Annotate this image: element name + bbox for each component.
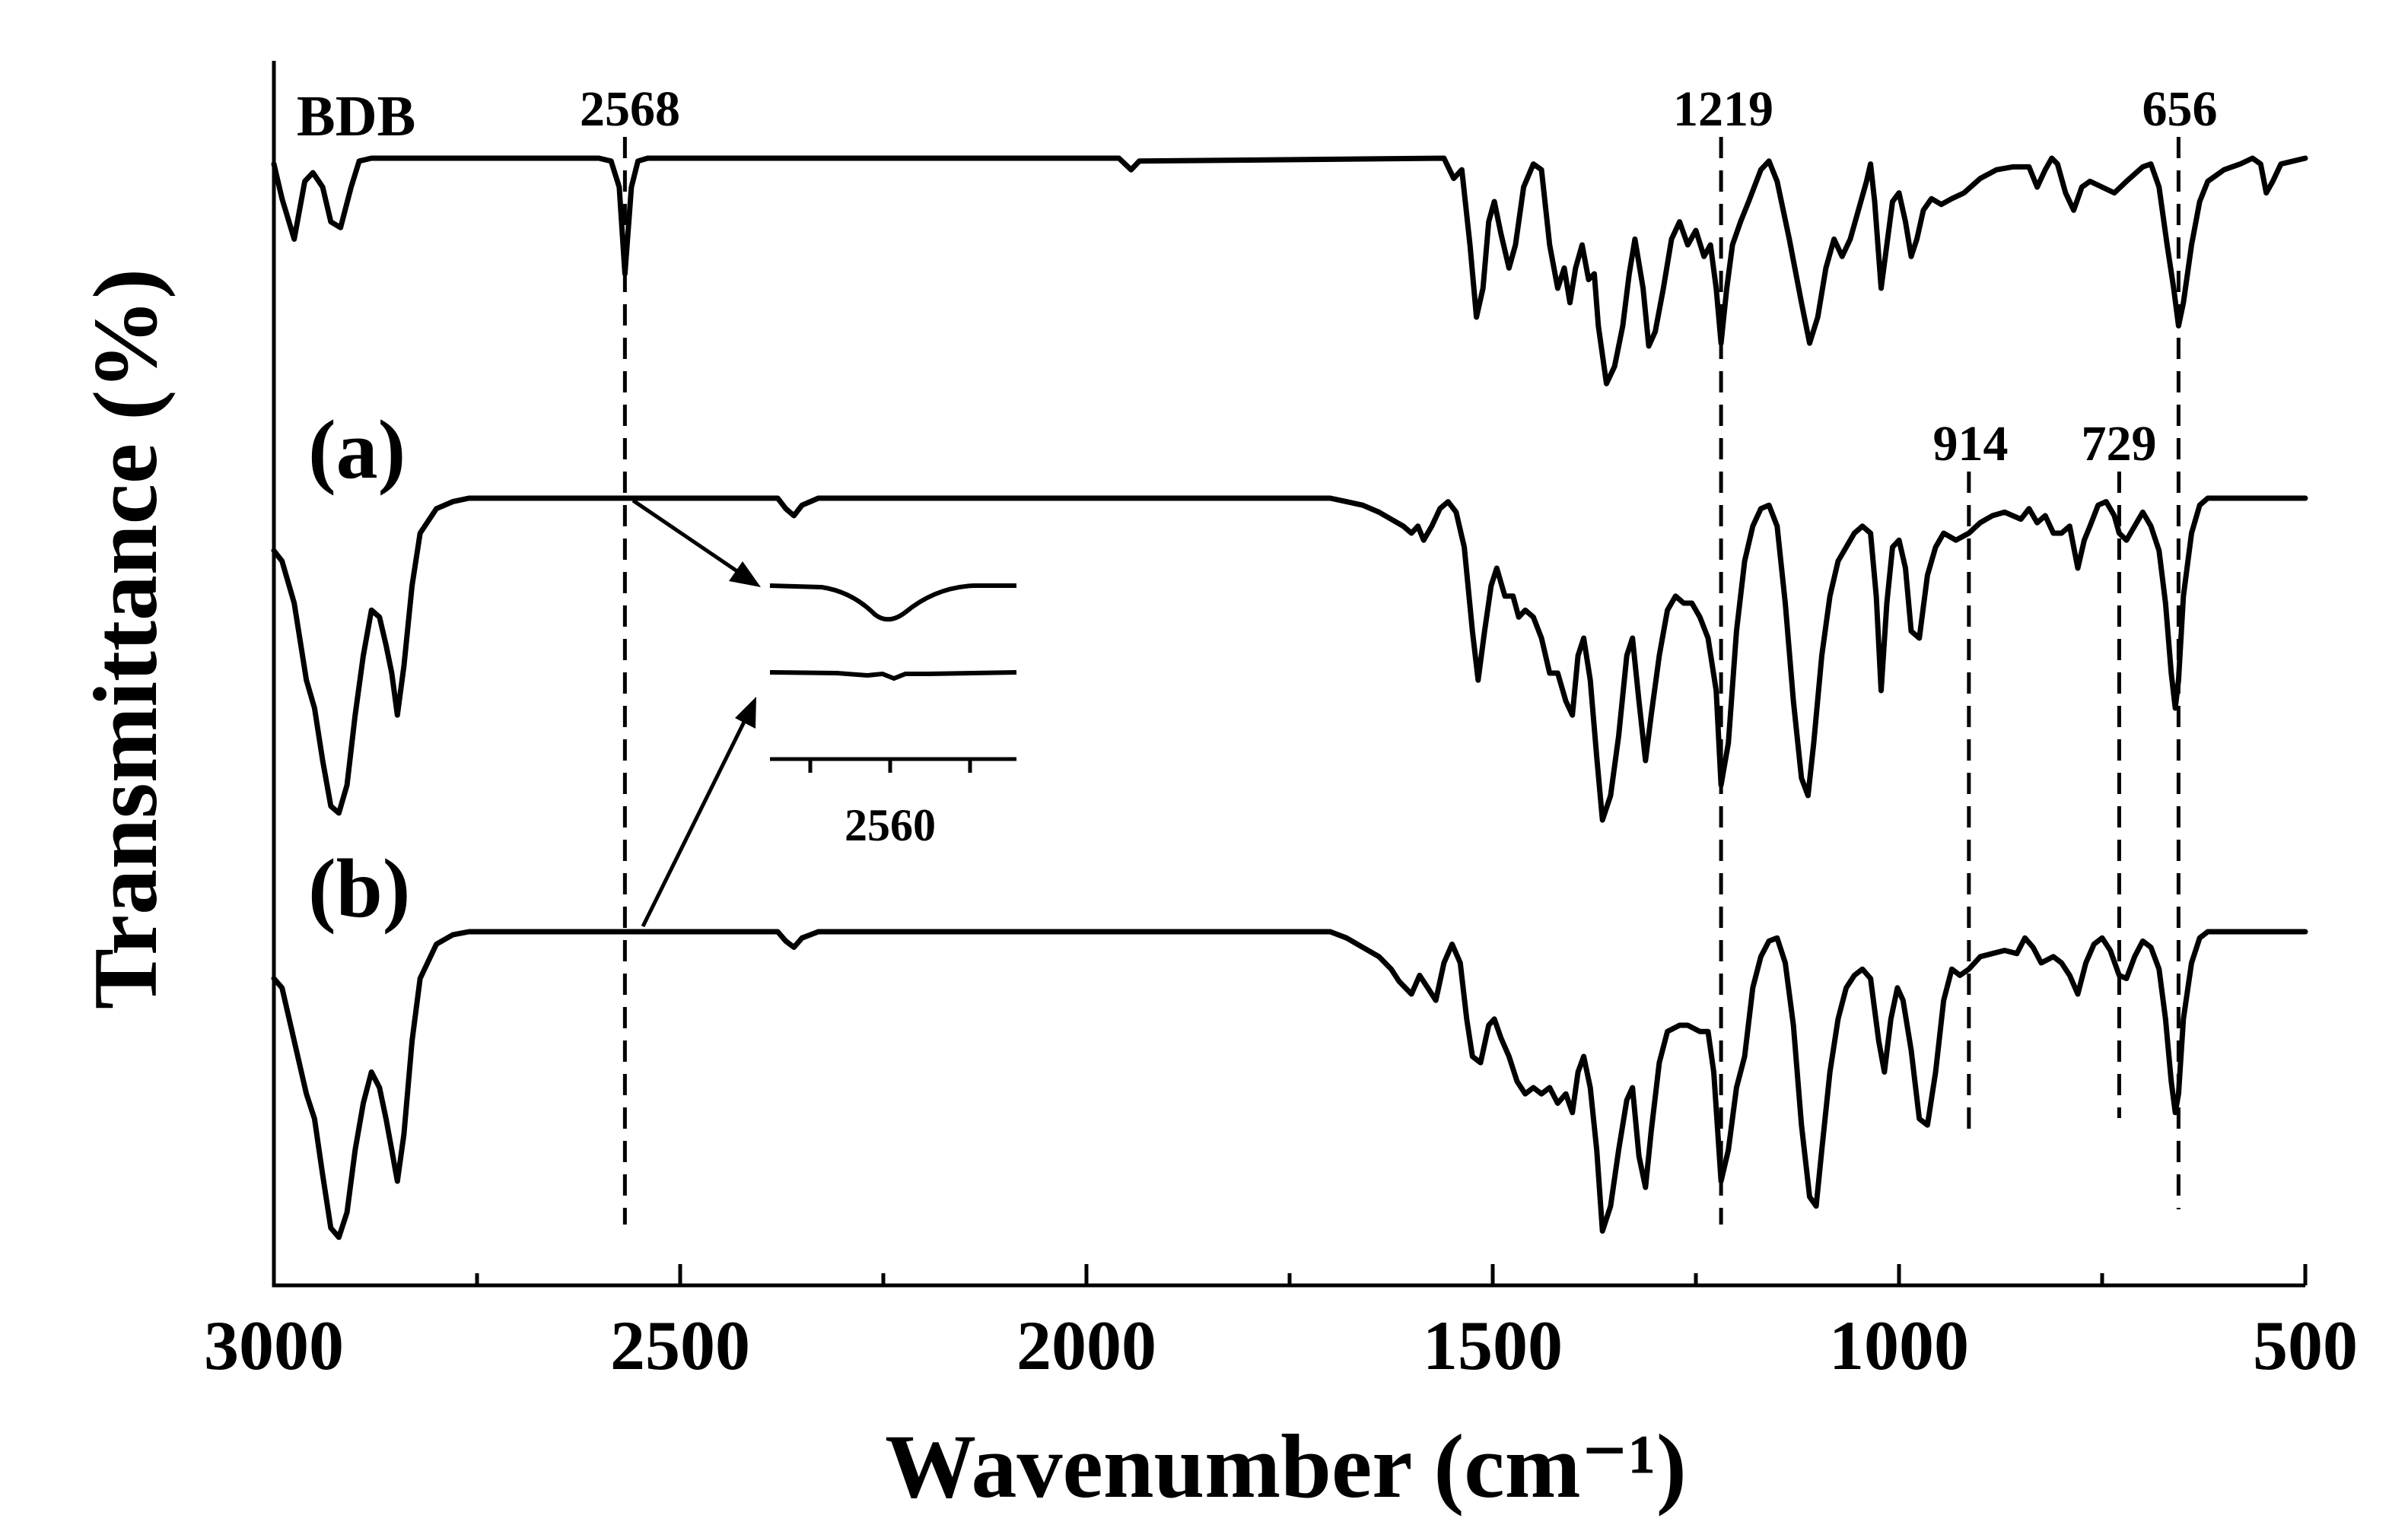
inset-curve-a xyxy=(769,583,1016,622)
x-ticks: 3000 2500 2000 1500 1000 500 xyxy=(204,1264,2358,1384)
x-tick-label-2000: 2000 xyxy=(1016,1307,1156,1384)
curve-label-b: (b) xyxy=(308,842,410,935)
inset-zoom: 2560 xyxy=(631,498,1017,928)
peak-label-1219: 1219 xyxy=(1673,81,1773,137)
curve-label-a: (a) xyxy=(308,403,406,496)
inset-arrowhead-a xyxy=(729,561,761,587)
x-tick-label-3000: 3000 xyxy=(204,1307,344,1384)
spectrum-a xyxy=(271,495,2308,823)
spectra xyxy=(271,155,2308,1241)
inset-axis xyxy=(770,757,1016,773)
x-tick-label-2500: 2500 xyxy=(610,1307,750,1384)
peak-label-914: 914 xyxy=(1933,416,2009,472)
plot-frame xyxy=(272,61,2305,1288)
axes xyxy=(272,61,2305,1288)
x-axis-title: Wavenumber (cm⁻¹) xyxy=(885,1415,1687,1517)
x-axis-title-text: Wavenumber (cm⁻¹) xyxy=(885,1415,1687,1517)
y-axis-title: Transmittance (%) xyxy=(75,268,176,1009)
x-tick-label-500: 500 xyxy=(2253,1307,2358,1384)
spectrum-bdb xyxy=(271,155,2308,386)
inset-arrow-b xyxy=(641,710,752,928)
peak-label-729: 729 xyxy=(2082,416,2157,472)
curve-label-bdb: BDB xyxy=(297,84,415,148)
inset-arrow-a xyxy=(631,498,751,582)
inset-curve-b xyxy=(769,670,1017,681)
x-tick-label-1000: 1000 xyxy=(1829,1307,1969,1384)
peak-label-2568: 2568 xyxy=(580,81,680,137)
x-tick-label-1500: 1500 xyxy=(1423,1307,1563,1384)
spectrum-b xyxy=(271,929,2308,1241)
peak-label-656: 656 xyxy=(2142,81,2218,137)
inset-tick-label: 2560 xyxy=(845,800,936,850)
inset-arrowhead-b xyxy=(735,697,756,729)
reference-lines xyxy=(622,137,2181,1225)
